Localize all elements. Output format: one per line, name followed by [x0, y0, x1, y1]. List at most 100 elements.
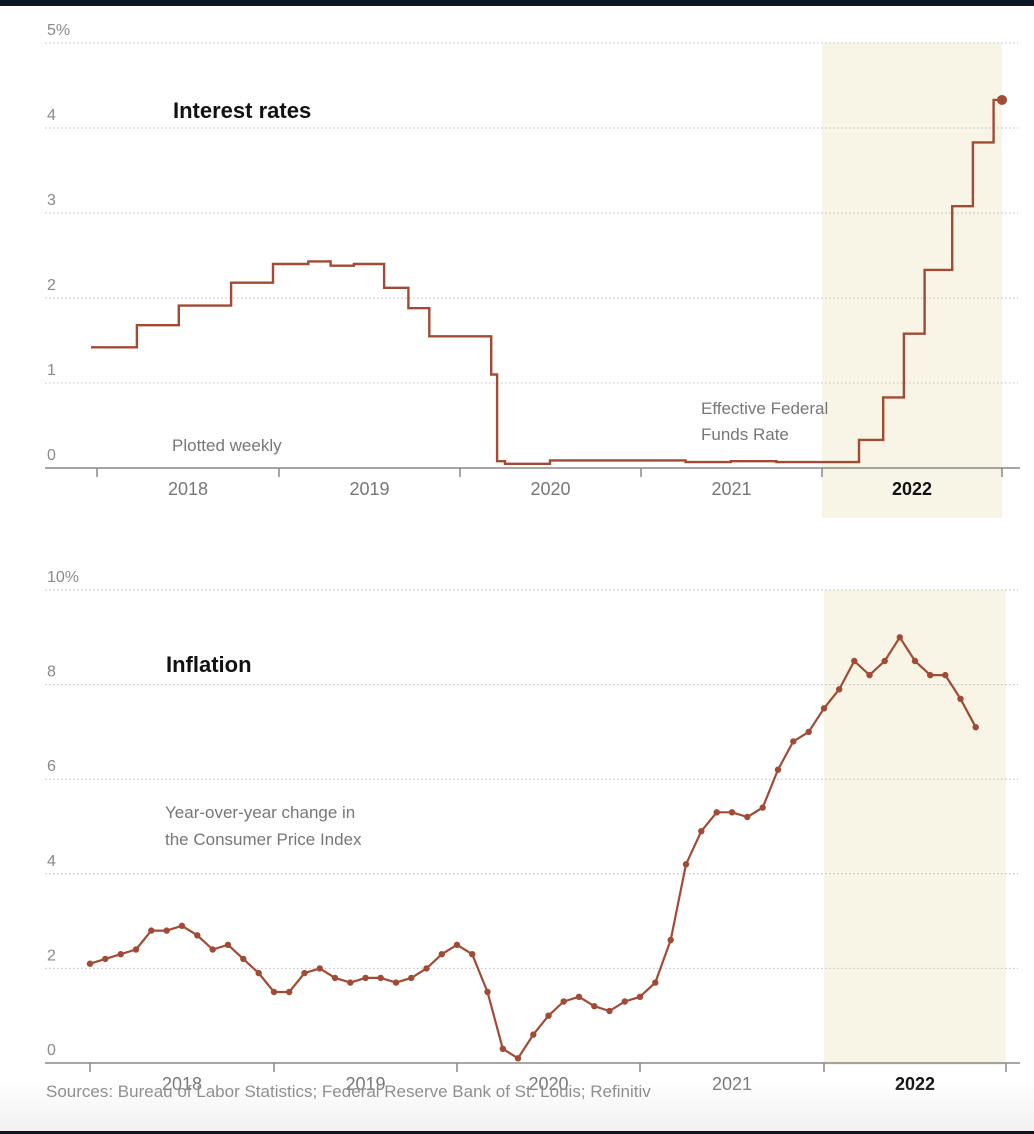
cpi-point	[713, 809, 720, 816]
cpi-point	[392, 979, 400, 986]
cpi-point	[86, 960, 94, 967]
cpi-point	[423, 965, 430, 972]
y-tick-label: 6	[47, 758, 56, 775]
cpi-point	[117, 951, 124, 958]
cpi-point	[132, 946, 140, 953]
cpi-point	[728, 809, 736, 816]
cpi-point	[774, 766, 782, 773]
cpi-point	[575, 993, 583, 1000]
cpi-point	[530, 1031, 537, 1038]
cpi-point	[148, 927, 155, 934]
footer-fade	[0, 1082, 1034, 1134]
series-label-line-1: Effective Federal	[701, 399, 828, 418]
y-tick-label: 3	[47, 192, 56, 209]
interest-rates-title: Interest rates	[173, 98, 311, 123]
inflation-title: Inflation	[166, 652, 252, 677]
series-label-line-2: Funds Rate	[701, 425, 789, 444]
x-tick-label: 2018	[168, 479, 208, 499]
cpi-point	[286, 988, 293, 996]
latest-rate-point	[997, 94, 1008, 105]
highlight-band-2022	[822, 43, 1002, 518]
top-border	[0, 0, 1034, 6]
y-tick-label: 8	[47, 664, 56, 681]
cpi-point	[942, 671, 949, 679]
cpi-note-line-2: the Consumer Price Index	[165, 830, 362, 849]
cpi-point	[362, 974, 369, 982]
cpi-point	[698, 828, 705, 835]
y-tick-labels: 0 2 4 6 8 10%	[47, 569, 79, 1059]
cpi-point	[209, 946, 216, 953]
y-tick-label: 4	[47, 853, 56, 870]
cpi-point	[606, 1007, 613, 1015]
cpi-point	[331, 974, 339, 982]
cpi-point	[484, 988, 491, 996]
y-tick-label: 0	[47, 1042, 56, 1059]
fed-funds-rate-line	[91, 98, 1000, 465]
cpi-point	[377, 974, 384, 982]
y-tick-label: 1	[47, 362, 56, 379]
cpi-point	[957, 695, 964, 702]
cpi-point	[805, 728, 812, 736]
cpi-point	[621, 998, 628, 1005]
cpi-point	[194, 932, 201, 939]
cpi-point	[316, 965, 323, 972]
source-note: Sources: Bureau of Labor Statistics; Fed…	[46, 1082, 651, 1101]
cpi-point	[347, 979, 354, 986]
cpi-point	[499, 1045, 506, 1053]
cpi-point	[636, 993, 644, 1000]
cpi-points	[86, 634, 979, 1062]
cpi-point	[560, 998, 567, 1005]
cpi-point	[896, 634, 903, 641]
cpi-point	[851, 657, 858, 665]
cpi-point	[163, 927, 170, 934]
y-tick-label: 2	[47, 277, 56, 294]
cpi-point	[667, 936, 674, 944]
highlight-band-2022	[824, 590, 1006, 1065]
cpi-point	[927, 671, 934, 679]
x-tick-label: 2021	[711, 479, 751, 499]
x-tick-labels: 2018 2019 2020 2021 2022	[168, 479, 932, 499]
cpi-point	[102, 955, 109, 963]
cpi-point	[438, 951, 445, 958]
cpi-point	[881, 657, 888, 665]
x-tick-label: 2020	[530, 479, 570, 499]
y-tick-label: 10%	[47, 569, 79, 586]
cpi-point	[591, 1003, 598, 1010]
cpi-point	[255, 969, 262, 977]
plotted-weekly-note: Plotted weekly	[172, 436, 282, 455]
cpi-point	[224, 941, 232, 948]
cpi-point	[240, 955, 247, 963]
x-tick-label: 2022	[892, 479, 932, 499]
cpi-point	[866, 671, 873, 679]
cpi-point	[408, 974, 415, 982]
cpi-point	[469, 951, 476, 958]
cpi-point	[820, 705, 828, 712]
cpi-point	[759, 804, 766, 811]
cpi-point	[270, 988, 278, 996]
cpi-point	[178, 922, 186, 929]
cpi-point	[301, 969, 308, 977]
x-tick-marks	[89, 1063, 1007, 1072]
cpi-point	[911, 657, 919, 665]
cpi-point	[545, 1012, 552, 1019]
y-tick-label: 5%	[47, 22, 70, 39]
cpi-point	[514, 1055, 522, 1062]
cpi-note-line-1: Year-over-year change in	[165, 803, 355, 822]
cpi-point	[836, 686, 843, 693]
y-tick-label: 2	[47, 947, 56, 964]
cpi-point	[453, 941, 461, 948]
bottom-border	[0, 1131, 1034, 1134]
cpi-point	[744, 813, 751, 821]
cpi-point	[790, 738, 797, 745]
interest-rate-panel: 0 1 2 3 4 5% 2018 2019 2020 2021 2022 Interest ra…	[45, 22, 1020, 518]
y-tick-labels: 0 1 2 3 4 5%	[47, 22, 70, 464]
x-tick-marks	[96, 468, 1003, 477]
y-tick-label: 4	[47, 107, 56, 124]
cpi-point	[972, 724, 979, 731]
cpi-point	[682, 861, 690, 868]
y-tick-label: 0	[47, 447, 56, 464]
x-tick-label: 2019	[349, 479, 389, 499]
cpi-point	[652, 979, 659, 986]
